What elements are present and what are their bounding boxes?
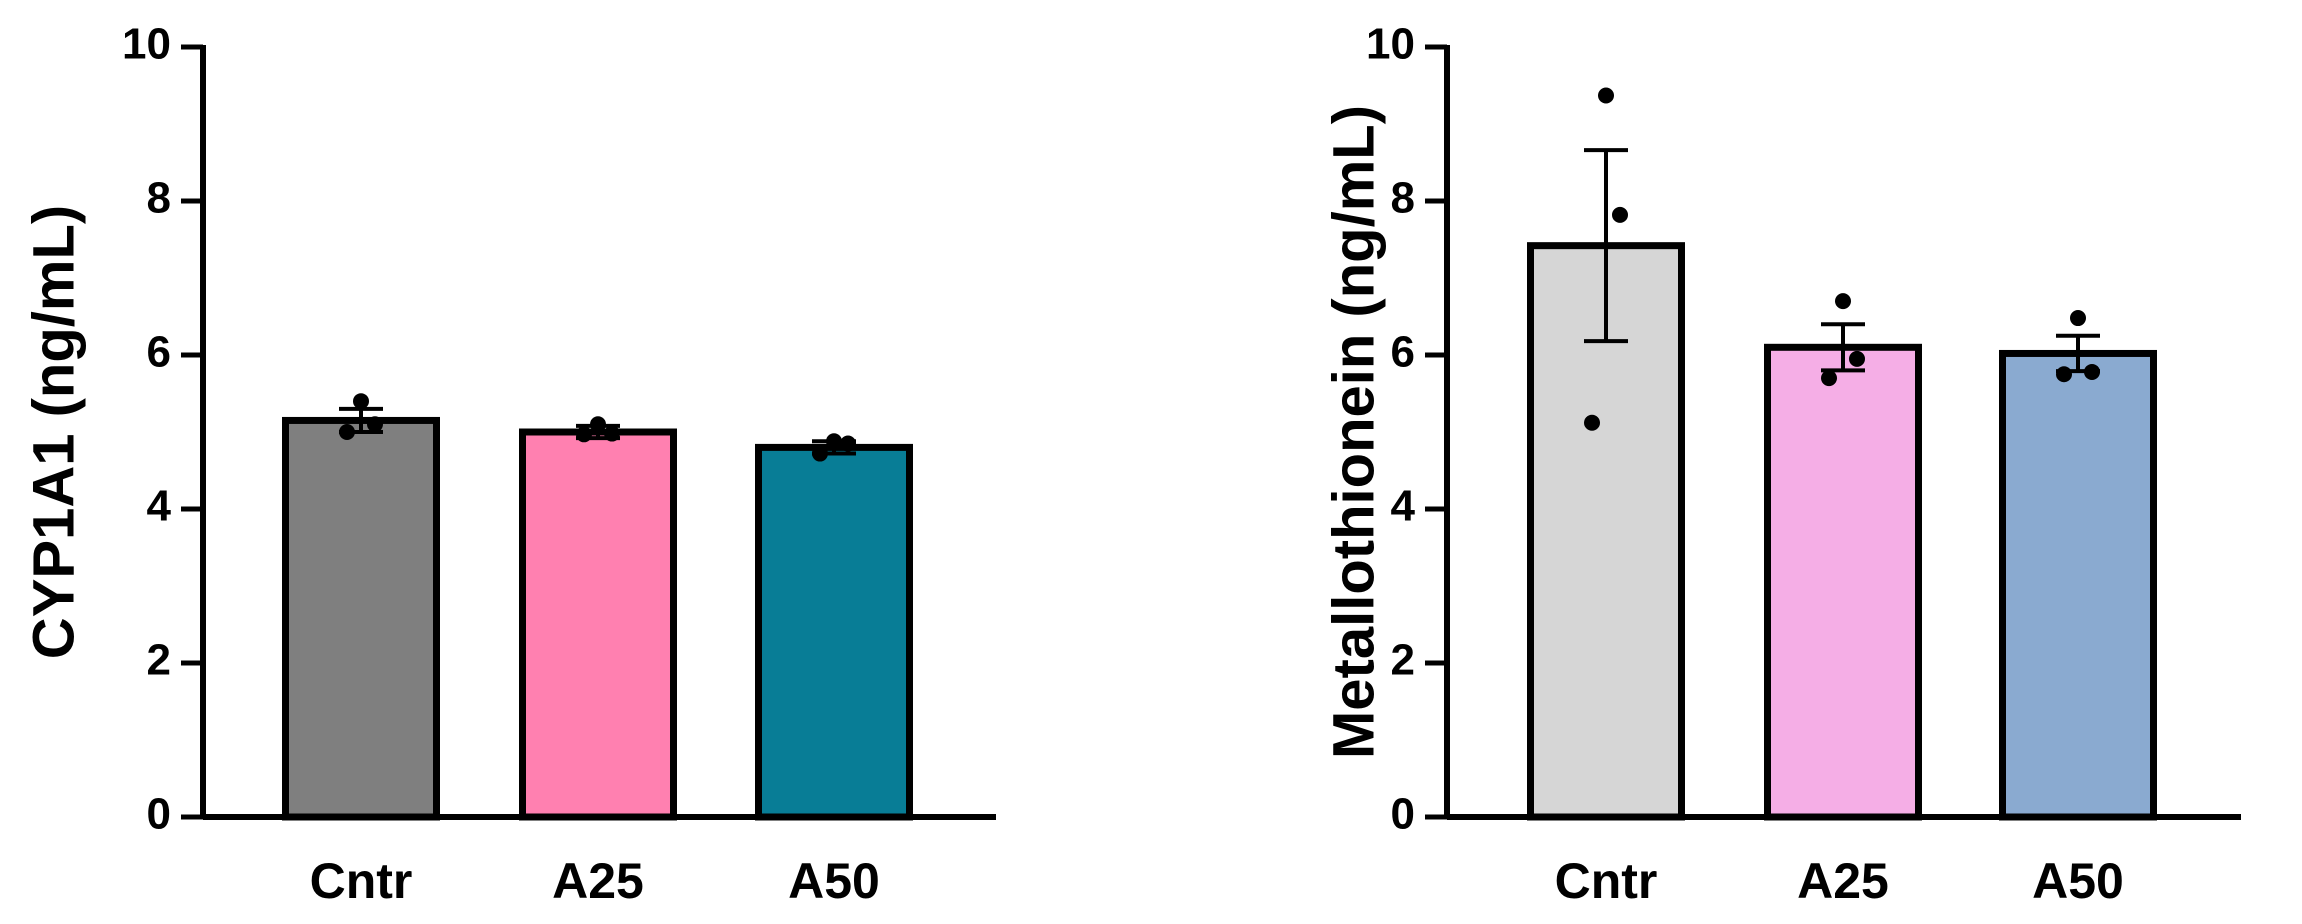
bar [1999, 349, 2157, 821]
data-point [604, 425, 620, 442]
x-tick-label: A50 [788, 853, 880, 909]
y-tick-label: 2 [147, 636, 171, 685]
y-axis-title: CYP1A1 (ng/mL) [21, 205, 86, 659]
y-tick-label: 4 [147, 482, 172, 531]
y-tick-label: 6 [1391, 328, 1415, 377]
error-bar [1584, 148, 1628, 344]
data-point [2070, 310, 2086, 327]
data-point [1821, 370, 1837, 387]
data-point [1598, 87, 1614, 104]
data-point [1584, 414, 1600, 431]
data-point [1612, 206, 1628, 223]
bar [755, 443, 913, 821]
data-point [812, 445, 828, 462]
y-tick-label: 0 [1391, 790, 1415, 839]
data-point [576, 426, 592, 443]
x-tick-label: Cntr [310, 853, 413, 909]
data-point [339, 424, 355, 440]
bar [282, 416, 440, 821]
x-tick-label: A25 [552, 853, 644, 909]
x-tick-label: Cntr [1555, 853, 1658, 909]
y-tick-label: 8 [147, 174, 171, 223]
data-point [826, 433, 842, 450]
y-tick-label: 4 [1391, 482, 1416, 531]
x-tick-label: A50 [2032, 853, 2124, 909]
data-point [1849, 350, 1865, 367]
data-point [2056, 366, 2072, 383]
data-point [353, 393, 369, 410]
y-tick-label: 8 [1391, 174, 1415, 223]
y-tick-label: 10 [122, 20, 171, 69]
data-point [367, 416, 383, 433]
y-tick-label: 2 [1391, 636, 1415, 685]
y-axis-title: Metallothionein (ng/mL) [1321, 105, 1386, 759]
data-point [590, 416, 606, 433]
bar [519, 428, 677, 821]
x-tick-label: A25 [1797, 853, 1889, 909]
data-point [1835, 293, 1851, 310]
data-point [2084, 363, 2100, 380]
y-tick-label: 0 [147, 790, 171, 839]
data-point [840, 435, 856, 452]
y-tick-label: 6 [147, 328, 171, 377]
y-tick-label: 10 [1366, 20, 1415, 69]
bar [1764, 343, 1922, 821]
